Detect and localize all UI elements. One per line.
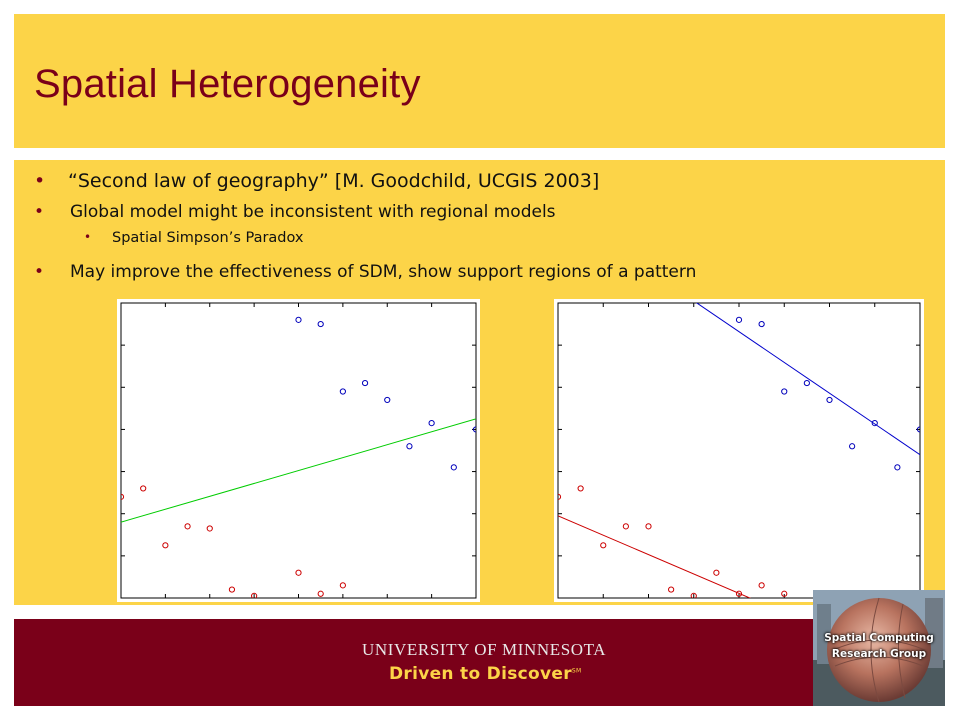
red-data-point	[600, 542, 607, 549]
blue-data-point	[781, 388, 788, 395]
red-data-point	[162, 542, 169, 549]
blue-data-point	[295, 316, 302, 323]
red-data-point	[228, 586, 236, 593]
blue-data-point	[916, 426, 920, 433]
bullet-text: Spatial Simpson’s Paradox	[112, 230, 304, 246]
blue-data-point	[849, 443, 856, 450]
red-data-point	[295, 569, 302, 576]
title-band	[14, 14, 945, 148]
global-model-chart	[120, 302, 477, 599]
bullet-second-law: • “Second law of geography” [M. Goodchil…	[34, 170, 600, 192]
bullet-text: “Second law of geography” [M. Goodchild,…	[68, 170, 600, 192]
subbullet-simpsons-paradox: • Spatial Simpson’s Paradox	[84, 230, 304, 246]
red-data-point	[713, 569, 720, 576]
blue-data-point	[428, 420, 435, 427]
research-group-logo: Spatial Computing Research Group	[813, 590, 945, 706]
blue-data-point	[826, 396, 833, 404]
blue-data-point	[406, 443, 413, 450]
bullet-marker: •	[34, 170, 46, 192]
red-data-point	[251, 592, 258, 598]
red-data-point	[140, 485, 147, 492]
service-mark: SM	[571, 667, 582, 675]
red-regression-line	[558, 515, 752, 598]
regional-models-chart	[557, 302, 921, 599]
global-model-plot	[117, 299, 480, 602]
red-data-point	[668, 586, 675, 593]
red-data-point	[735, 590, 743, 597]
green-regression-line	[121, 418, 476, 523]
plot-frame	[557, 302, 921, 599]
blue-data-point	[758, 320, 765, 328]
blue-data-point	[384, 396, 391, 404]
blue-data-point	[339, 388, 346, 395]
blue-data-point	[735, 316, 743, 323]
globe-sculpture-icon	[813, 590, 945, 706]
blue-data-point	[450, 464, 457, 471]
slide-title: Spatial Heterogeneity	[34, 62, 421, 106]
blue-data-point	[361, 379, 369, 387]
red-data-point	[622, 523, 629, 530]
bullet-marker: •	[34, 202, 45, 222]
regional-models-plot	[554, 299, 924, 602]
logo-line-2: Research Group	[831, 648, 927, 660]
bullet-text: May improve the effectiveness of SDM, sh…	[70, 262, 697, 282]
red-data-point	[645, 523, 652, 530]
blue-data-point	[317, 320, 324, 328]
red-data-point	[781, 590, 788, 597]
plot-area	[558, 303, 920, 598]
plot-frame	[120, 302, 477, 599]
red-data-point	[206, 525, 213, 532]
plot-area	[121, 316, 476, 598]
blue-data-point	[803, 379, 810, 387]
university-name: UNIVERSITY OF MINNESOTA	[362, 640, 607, 659]
blue-regression-line	[695, 303, 920, 456]
red-data-point	[121, 493, 125, 500]
red-data-point	[577, 485, 584, 492]
bullet-global-model: • Global model might be inconsistent wit…	[34, 202, 556, 222]
bullet-marker: •	[34, 262, 45, 282]
red-data-point	[758, 582, 765, 589]
blue-data-point	[472, 426, 476, 433]
footer-band	[14, 619, 945, 706]
red-data-point	[317, 590, 324, 597]
tagline-text: Driven to Discover	[389, 664, 572, 684]
blue-data-point	[894, 464, 901, 471]
logo-line-1: Spatial Computing	[824, 632, 934, 644]
bullet-sdm: • May improve the effectiveness of SDM, …	[34, 262, 697, 282]
tagline: Driven to DiscoverSM	[389, 664, 581, 684]
blue-data-point	[871, 420, 878, 427]
red-data-point	[690, 592, 697, 598]
red-data-point	[184, 523, 191, 530]
bullet-marker: •	[84, 230, 92, 244]
red-data-point	[558, 493, 562, 500]
bullet-text: Global model might be inconsistent with …	[70, 202, 556, 222]
red-data-point	[339, 582, 346, 589]
